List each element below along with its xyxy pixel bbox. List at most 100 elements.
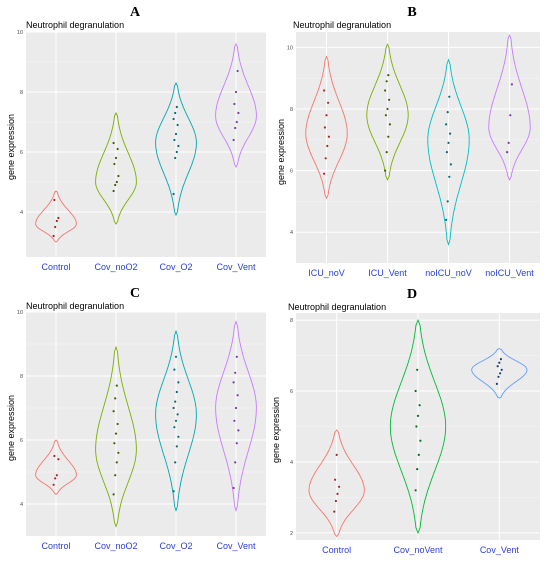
x-tick-label: Cov_noO2 [94,262,137,272]
data-point [117,174,120,178]
panel-d: D Neutrophil degranulation gene expressi… [271,287,540,555]
data-point [384,169,387,172]
y-tick-label: 4 [290,460,293,466]
data-point [414,489,417,492]
data-point [177,381,180,384]
data-point [416,468,419,471]
data-point [54,225,57,229]
data-point [445,218,448,221]
data-point [507,141,510,144]
data-point [112,189,115,193]
data-point [448,175,451,178]
plot-background [296,32,540,263]
panel-c: C Neutrophil degranulation gene expressi… [6,286,266,551]
data-point [175,445,178,448]
x-tick-label: Cov_Vent [216,262,256,272]
plot-area: 4 6 8 10 Control Cov_noO2 Cov_O2 Cov_Vent [17,310,266,551]
x-tick-label: Cov_Vent [216,541,256,551]
x-tick-label: Control [41,262,70,272]
data-point [232,486,235,490]
data-point [385,151,388,154]
data-point [117,451,120,454]
data-point [417,453,420,456]
panel-letter: B [407,5,416,20]
data-point [323,172,326,175]
panel-a: A Neutrophil degranulation gene expressi… [6,5,266,272]
data-point [333,510,336,513]
plot-area: 2 4 6 8 Control Cov_noVent Cov_Vent [290,313,540,555]
y-axis-title: gene expression [6,114,16,180]
data-point [113,442,116,445]
data-point [234,126,237,130]
x-tick-label: Cov_noO2 [94,541,137,551]
data-point [172,406,175,410]
data-point [449,163,452,166]
data-point [415,425,418,428]
data-point [112,141,115,145]
data-point [386,107,389,111]
data-point [445,123,448,126]
data-point [447,141,450,144]
data-point [499,372,502,375]
data-point [325,114,328,117]
data-point [115,180,118,184]
data-point [175,150,178,154]
data-point [327,101,330,104]
data-point [113,162,116,166]
data-point [449,132,452,135]
data-point [174,419,178,422]
data-point [172,117,175,121]
violin-4 [488,33,531,181]
data-point [53,198,56,202]
data-point [384,89,387,92]
data-point [232,381,235,384]
data-point [112,410,115,413]
data-point [54,477,57,480]
x-tick-label: Control [41,541,70,551]
y-tick-label: 6 [290,169,293,175]
x-tick-label: Control [322,545,351,555]
y-tick-label: 6 [290,389,293,395]
chart-title: Neutrophil degranulation [26,301,124,311]
y-tick-label: 8 [20,374,23,380]
data-point [236,69,239,73]
data-point [416,414,420,417]
data-point [509,114,512,117]
x-tick-label: noICU_Vent [485,268,534,278]
data-point [174,355,178,358]
data-point [177,144,180,148]
data-point [114,474,117,477]
y-tick-label: 4 [20,502,23,508]
x-tick-label: ICU_Vent [368,268,407,278]
data-point [445,151,448,154]
violin-1 [35,439,77,495]
data-point [496,365,499,368]
violin-1 [308,429,365,538]
data-point [233,102,236,106]
y-tick-label: 10 [287,45,293,51]
violin-1 [305,55,348,200]
data-point [112,493,115,496]
data-point [173,426,176,429]
data-point [172,490,175,493]
y-tick-label: 10 [17,30,23,36]
y-axis-title: gene expression [271,397,281,463]
data-point [174,132,178,136]
data-point [234,90,238,94]
violin-2 [366,43,409,181]
x-tick-label: Cov_Vent [480,545,520,555]
data-point [387,135,390,138]
violin-2 [389,318,447,535]
y-tick-label: 10 [17,310,23,316]
y-tick-label: 4 [290,230,293,236]
data-point [174,400,177,403]
data-point [384,114,387,117]
data-point [232,138,235,142]
panel-letter: D [407,287,417,302]
data-point [495,382,498,385]
x-tick-label: ICU_noV [308,268,345,278]
data-point [323,89,326,92]
data-point [326,144,329,148]
data-point [174,156,177,160]
